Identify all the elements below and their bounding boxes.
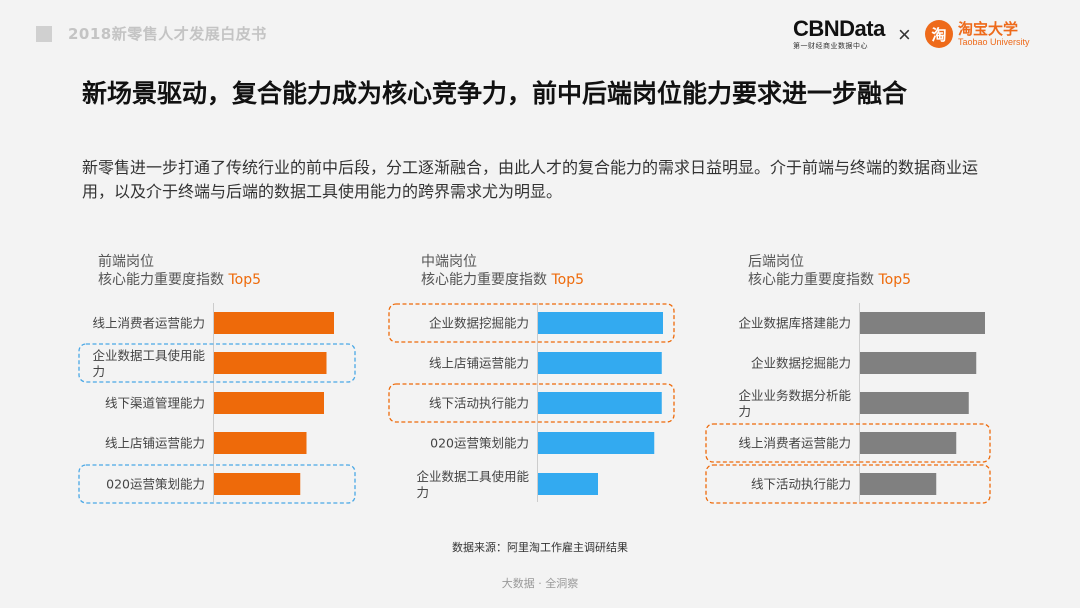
bar (538, 432, 655, 454)
chart-title-text: 核心能力重要度指数 (421, 272, 551, 288)
category-label-line2: 力 (93, 364, 106, 379)
category-label: 线上消费者运营能力 (92, 316, 205, 331)
cbndata-logo: CBNData 第一财经商业数据中心 (793, 18, 885, 51)
category-label: 线下活动执行能力 (751, 477, 851, 492)
highlight-box (388, 303, 675, 343)
taobao-logo-text: 淘宝大学 (958, 20, 1019, 38)
category-label: 线下活动执行能力 (429, 396, 529, 411)
bar (214, 352, 327, 374)
footer-slogan: 大数据 · 全洞察 (501, 577, 579, 590)
chart-title-highlight: Top5 (550, 272, 584, 288)
category-label-line1: 企业数据工具使用能 (416, 469, 529, 484)
chart-title-line2: 核心能力重要度指数 Top5 (421, 272, 584, 288)
bar (860, 473, 937, 495)
category-label: 企业数据库搭建能力 (738, 316, 851, 331)
bar (538, 352, 662, 374)
category-label: 线上消费者运营能力 (738, 436, 851, 451)
chart-title-text: 核心能力重要度指数 (748, 272, 878, 288)
data-source: 数据来源：阿里淘工作雇主调研结果 (452, 541, 628, 554)
category-label-line1: 企业数据工具使用能 (92, 348, 205, 363)
bar (538, 312, 663, 334)
bar (214, 392, 324, 414)
taobao-university-logo: 淘 淘宝大学 Taobao University (925, 20, 1030, 48)
highlight-box (78, 464, 356, 504)
category-label: 企业数据工具使用能力 (416, 469, 529, 500)
category-label-line2: 力 (739, 404, 752, 419)
highlight-box (705, 423, 991, 463)
highlight-box (705, 464, 991, 504)
header-square-icon (36, 26, 52, 42)
cbndata-logo-subtext: 第一财经商业数据中心 (793, 42, 868, 50)
category-label: 企业业务数据分析能力 (738, 388, 851, 419)
bar (214, 312, 334, 334)
category-label: 线上店铺运营能力 (105, 436, 205, 451)
category-label-line1: 企业业务数据分析能 (738, 388, 851, 403)
category-label: 企业数据工具使用能力 (92, 348, 205, 379)
category-label: 线下渠道管理能力 (105, 396, 205, 411)
chart-title-line1: 后端岗位 (748, 254, 804, 270)
bar (538, 473, 598, 495)
intro-paragraph: 新零售进一步打通了传统行业的前中后段，分工逐渐融合，由此人才的复合能力的需求日益… (82, 158, 979, 201)
chart-title-line2: 核心能力重要度指数 Top5 (98, 272, 261, 288)
cbndata-logo-text: CBNData (793, 16, 885, 41)
category-label: 企业数据挖掘能力 (751, 356, 851, 371)
bar (214, 432, 307, 454)
page-title: 新场景驱动，复合能力成为核心竞争力，前中后端岗位能力要求进一步融合 (82, 79, 908, 108)
bar (860, 352, 977, 374)
bar (860, 432, 957, 454)
logo-separator: × (898, 22, 911, 47)
chart-title-line2: 核心能力重要度指数 Top5 (748, 272, 911, 288)
category-label-line2: 力 (417, 485, 430, 500)
category-label: 线上店铺运营能力 (429, 356, 529, 371)
report-title: 2018新零售人才发展白皮书 (68, 25, 267, 43)
bar (214, 473, 301, 495)
chart-title-highlight: Top5 (877, 272, 911, 288)
category-label: 020运营策划能力 (430, 436, 529, 451)
chart-title-text: 核心能力重要度指数 (98, 272, 228, 288)
category-label: 企业数据挖掘能力 (429, 316, 529, 331)
category-label: 020运营策划能力 (106, 477, 205, 492)
chart-title-highlight: Top5 (227, 272, 261, 288)
bar (538, 392, 662, 414)
bar (860, 392, 969, 414)
bar (860, 312, 985, 334)
chart-title-line1: 前端岗位 (98, 253, 154, 270)
highlight-box (78, 343, 356, 383)
highlight-box (388, 383, 675, 423)
taobao-logo-subtext: Taobao University (958, 37, 1030, 47)
chart-title-line1: 中端岗位 (421, 254, 477, 270)
taobao-logo-icon: 淘 (925, 20, 953, 48)
